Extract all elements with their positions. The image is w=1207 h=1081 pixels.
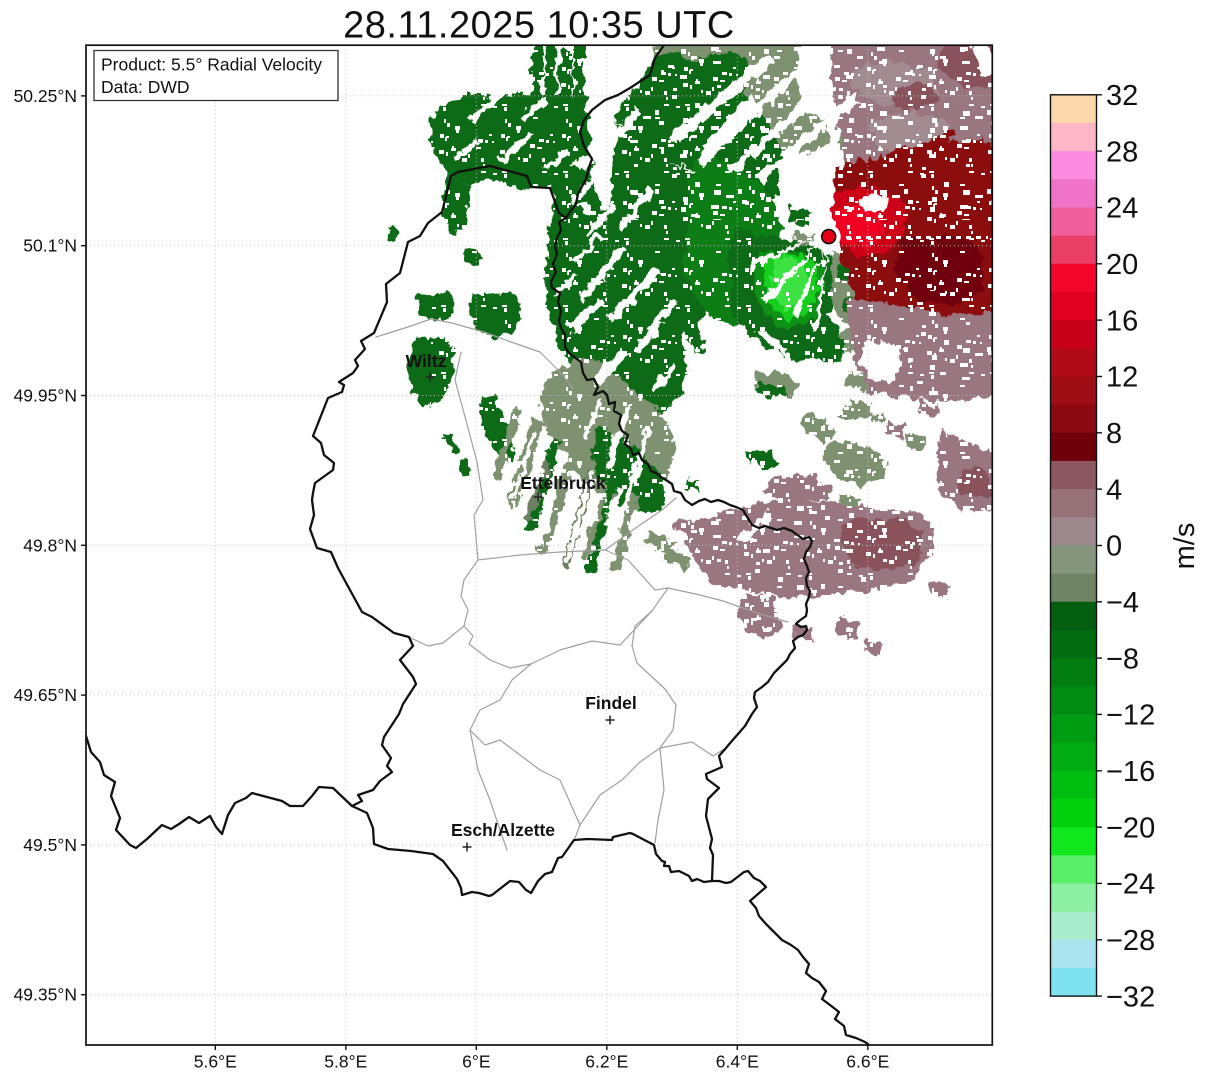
svg-text:49.65°N: 49.65°N (14, 685, 77, 705)
svg-text:0: 0 (1106, 531, 1122, 563)
svg-text:−4: −4 (1106, 587, 1139, 619)
svg-text:12: 12 (1106, 362, 1138, 394)
svg-text:−20: −20 (1106, 812, 1155, 844)
svg-text:Data: DWD: Data: DWD (101, 77, 189, 97)
svg-text:−24: −24 (1106, 869, 1155, 901)
svg-text:−16: −16 (1106, 756, 1155, 788)
svg-text:49.95°N: 49.95°N (14, 386, 77, 406)
svg-text:50.1°N: 50.1°N (23, 236, 77, 256)
svg-text:4: 4 (1106, 474, 1122, 506)
svg-text:16: 16 (1106, 305, 1138, 337)
svg-text:m/s: m/s (1169, 523, 1201, 570)
svg-text:6.6°E: 6.6°E (846, 1052, 889, 1072)
svg-text:−28: −28 (1106, 925, 1155, 957)
svg-text:−8: −8 (1106, 643, 1139, 675)
svg-text:50.25°N: 50.25°N (14, 86, 77, 106)
svg-text:−12: −12 (1106, 700, 1155, 732)
svg-text:Wiltz: Wiltz (406, 351, 447, 371)
svg-text:5.8°E: 5.8°E (324, 1052, 367, 1072)
svg-text:49.35°N: 49.35°N (14, 985, 77, 1005)
svg-text:20: 20 (1106, 249, 1138, 281)
svg-text:6.4°E: 6.4°E (716, 1052, 759, 1072)
svg-text:24: 24 (1106, 193, 1138, 225)
svg-text:−32: −32 (1106, 981, 1155, 1013)
svg-text:5.6°E: 5.6°E (194, 1052, 237, 1072)
svg-text:49.8°N: 49.8°N (23, 535, 77, 555)
svg-text:6.2°E: 6.2°E (585, 1052, 628, 1072)
svg-text:28: 28 (1106, 136, 1138, 168)
svg-text:28.11.2025 10:35 UTC: 28.11.2025 10:35 UTC (343, 5, 735, 47)
svg-text:Product: 5.5° Radial Velocity: Product: 5.5° Radial Velocity (101, 55, 322, 75)
svg-text:Ettelbruck: Ettelbruck (520, 473, 606, 493)
svg-text:Esch/Alzette: Esch/Alzette (451, 820, 555, 840)
svg-text:Findel: Findel (585, 693, 637, 713)
svg-text:8: 8 (1106, 418, 1122, 450)
svg-text:32: 32 (1106, 80, 1138, 112)
svg-text:6°E: 6°E (462, 1052, 490, 1072)
svg-text:49.5°N: 49.5°N (23, 835, 77, 855)
